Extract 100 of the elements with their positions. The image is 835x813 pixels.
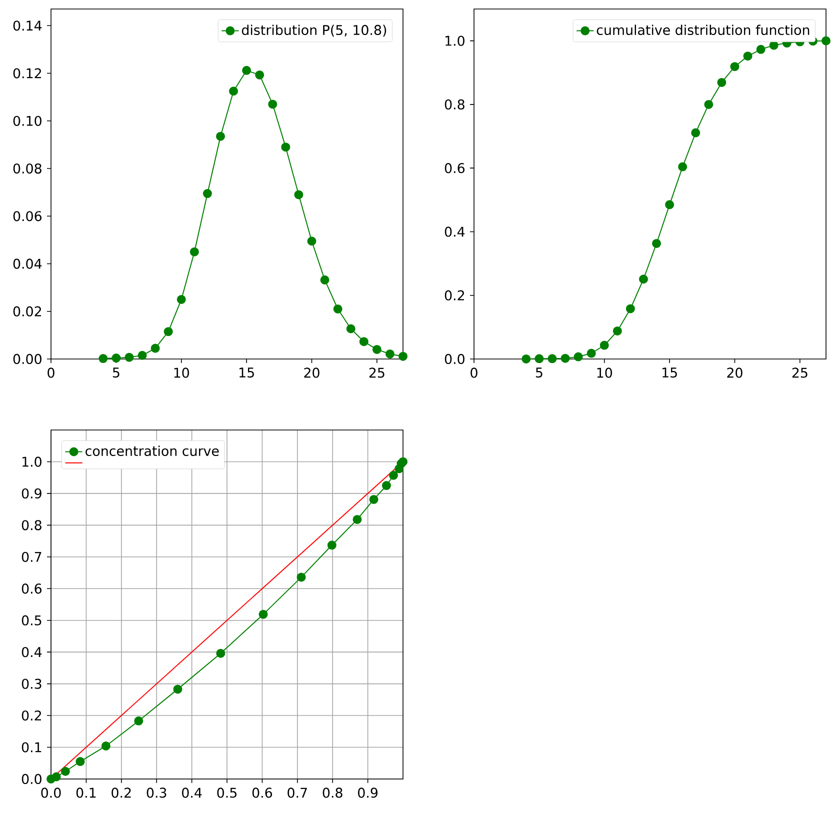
point: [138, 350, 147, 360]
point: [626, 304, 635, 314]
point: [560, 354, 570, 363]
y-tick-label: 0.04: [13, 258, 42, 269]
point: [346, 324, 356, 334]
y-tick-label: 0.10: [13, 116, 42, 126]
point: [255, 70, 264, 80]
y-tick-label: 0.8: [444, 99, 464, 110]
x-tick-label: 5: [112, 368, 120, 378]
point: [822, 36, 830, 46]
point: [574, 352, 583, 362]
point: [281, 142, 290, 152]
point: [60, 766, 70, 776]
point: [176, 294, 186, 304]
x-tick-label: 0.6: [252, 788, 272, 798]
y-tick-label: 0.4: [22, 647, 42, 658]
x-tick-label: 25: [369, 368, 384, 378]
point: [382, 481, 391, 490]
point: [98, 354, 108, 364]
point: [372, 344, 382, 354]
point: [652, 238, 662, 248]
point: [216, 132, 225, 141]
legend-label: distribution P(5, 10.8): [242, 24, 386, 37]
point: [398, 352, 408, 361]
point: [333, 304, 342, 314]
y-tick-label: 0.4: [444, 226, 465, 237]
point: [190, 247, 199, 256]
point: [678, 162, 688, 172]
x-tick-label: 0.3: [146, 788, 166, 798]
point: [665, 200, 674, 210]
x-tick-label: 0.9: [358, 788, 378, 798]
point: [124, 352, 134, 362]
y-tick-label: 0.6: [444, 163, 464, 174]
point: [150, 344, 160, 353]
x-tick-label: 0.7: [288, 788, 307, 798]
y-tick-label: 0.5: [22, 615, 42, 626]
point: [112, 354, 121, 363]
point: [691, 128, 700, 138]
point: [586, 348, 596, 358]
y-tick-label: 0.06: [13, 211, 42, 222]
y-tick-label: 0.1: [22, 742, 42, 752]
x-tick-label: 10: [174, 368, 190, 378]
x-tick-label: 0.2: [112, 788, 131, 798]
y-tick-label: 0.12: [13, 68, 41, 78]
point: [352, 514, 362, 524]
point: [389, 470, 398, 480]
x-tick-label: 20: [304, 368, 320, 378]
point: [134, 716, 144, 726]
x-tick-label: 0: [48, 368, 54, 378]
point: [534, 354, 544, 364]
y-tick-label: 0.8: [22, 520, 42, 530]
x-tick-label: 10: [597, 368, 612, 378]
point: [369, 494, 378, 504]
point: [522, 354, 531, 364]
point: [730, 62, 740, 72]
x-tick-label: 5: [536, 368, 542, 378]
point: [638, 274, 648, 284]
point: [52, 772, 61, 782]
point: [704, 100, 714, 109]
y-tick-label: 0.14: [13, 20, 42, 31]
point: [164, 327, 173, 336]
y-tick-label: 0.2: [22, 710, 41, 721]
x-tick-label: 15: [240, 368, 254, 378]
y-tick-label: 0.0: [444, 354, 464, 364]
y-tick-label: 0.2: [444, 290, 464, 300]
point: [173, 684, 182, 694]
point: [743, 52, 752, 61]
y-tick-label: 1.0: [22, 456, 42, 467]
point: [320, 275, 330, 284]
x-tick-label: 20: [727, 368, 742, 378]
point: [717, 78, 726, 87]
x-tick-label: 0.4: [182, 788, 202, 798]
legend-label: concentration curve: [86, 446, 219, 456]
y-tick-label: 0.00: [13, 354, 42, 364]
point: [294, 190, 304, 200]
point: [769, 40, 778, 50]
point: [307, 236, 316, 246]
point: [548, 354, 557, 364]
point: [612, 326, 622, 336]
point: [385, 349, 394, 358]
point: [327, 540, 336, 550]
x-tick-label: 15: [662, 368, 677, 378]
x-tick-label: 0.8: [322, 788, 342, 798]
point: [229, 86, 238, 96]
x-tick-label: 0.0: [41, 788, 61, 798]
x-tick-label: 0: [470, 368, 478, 378]
point: [268, 100, 278, 109]
point: [202, 189, 212, 198]
y-tick-label: 0.7: [22, 552, 42, 562]
x-tick-label: 0.5: [217, 788, 236, 798]
legend-label: cumulative distribution function: [596, 24, 810, 36]
point: [600, 340, 609, 350]
x-tick-label: 0.1: [76, 788, 96, 798]
point: [359, 337, 368, 346]
y-tick-label: 0.0: [22, 774, 42, 784]
point: [76, 757, 85, 766]
y-tick-label: 0.3: [22, 678, 42, 689]
y-tick-label: 0.02: [13, 306, 41, 316]
y-tick-label: 1.0: [446, 36, 464, 46]
y-tick-label: 0.9: [22, 488, 42, 499]
